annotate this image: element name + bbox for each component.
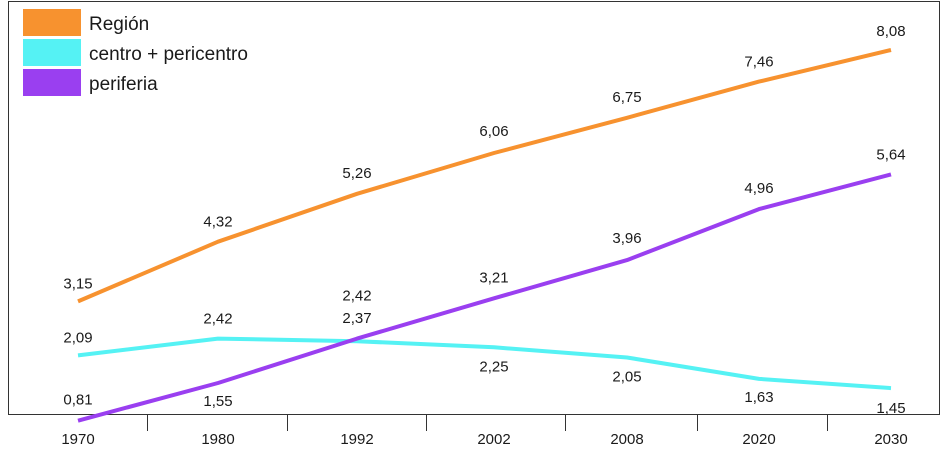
data-label: 3,96 xyxy=(612,230,641,247)
x-tick-label: 2002 xyxy=(477,431,510,448)
axes: 1970 1980 1992 2002 2008 2020 2030 xyxy=(8,1,940,448)
data-label: 2,37 xyxy=(342,310,371,327)
legend: Región centro + pericentro periferia xyxy=(23,9,248,96)
series-line xyxy=(77,172,892,423)
legend-swatch xyxy=(23,39,81,66)
x-tick-label: 2008 xyxy=(610,431,643,448)
data-label: 7,46 xyxy=(744,54,773,71)
data-label: 6,06 xyxy=(479,123,508,140)
data-label: 8,08 xyxy=(876,23,905,40)
x-tick-label: 1980 xyxy=(201,431,234,448)
data-label: 2,05 xyxy=(612,369,641,386)
legend-swatch xyxy=(23,69,81,96)
x-tick-label: 1992 xyxy=(340,431,373,448)
data-label: 1,63 xyxy=(744,389,773,406)
x-tick-label: 1970 xyxy=(61,431,94,448)
data-label: 4,32 xyxy=(203,214,232,231)
legend-label: periferia xyxy=(89,74,158,95)
data-label: 0,81 xyxy=(63,392,92,409)
data-label: 2,42 xyxy=(203,311,232,328)
data-label: 2,25 xyxy=(479,358,508,375)
data-labels: 3,15 4,32 5,26 6,06 6,75 7,46 8,08 2,09 2,42 2,37… xyxy=(63,23,905,417)
legend-label: Región xyxy=(89,14,149,35)
data-label: 1,55 xyxy=(203,393,232,410)
data-label: 2,09 xyxy=(63,329,92,346)
series-line xyxy=(77,336,892,391)
series-line xyxy=(77,48,892,304)
legend-swatch xyxy=(23,9,81,36)
legend-label: centro + pericentro xyxy=(89,44,248,65)
data-label: 5,64 xyxy=(876,146,905,163)
x-tick-label: 2030 xyxy=(874,431,907,448)
x-tick-label: 2020 xyxy=(742,431,775,448)
data-label: 3,15 xyxy=(63,275,92,292)
data-label: 3,21 xyxy=(479,269,508,286)
data-label: 2,42 xyxy=(342,288,371,305)
data-label: 5,26 xyxy=(342,165,371,182)
data-label: 1,45 xyxy=(876,400,905,417)
data-label: 4,96 xyxy=(744,180,773,197)
data-label: 6,75 xyxy=(612,89,641,106)
series-lines xyxy=(77,48,892,423)
